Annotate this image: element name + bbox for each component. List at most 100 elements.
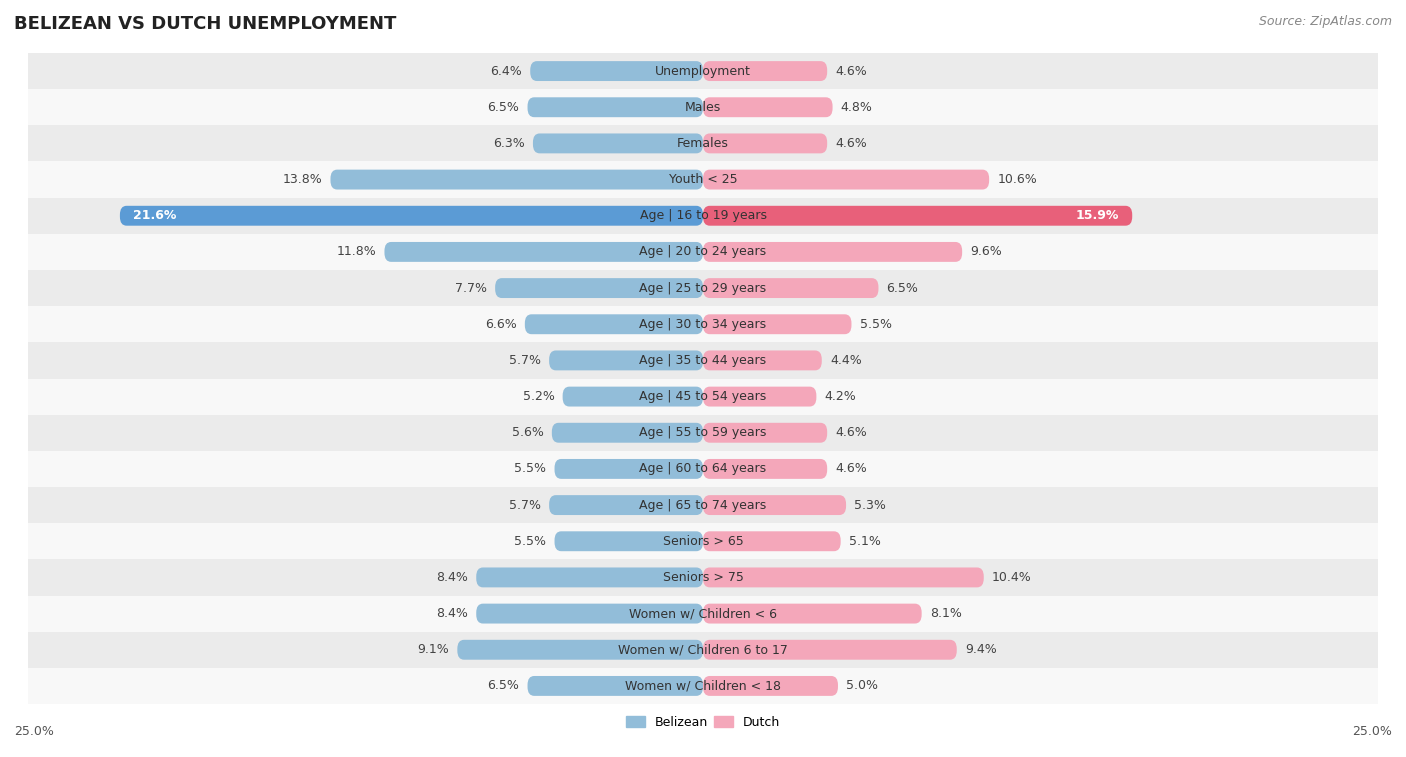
Bar (28, 451, 1378, 487)
Text: 5.1%: 5.1% (849, 534, 880, 548)
FancyBboxPatch shape (703, 531, 841, 551)
Text: 8.1%: 8.1% (929, 607, 962, 620)
Bar (28, 668, 1378, 704)
Text: Youth < 25: Youth < 25 (669, 173, 737, 186)
Bar (28, 126, 1378, 161)
Text: BELIZEAN VS DUTCH UNEMPLOYMENT: BELIZEAN VS DUTCH UNEMPLOYMENT (14, 15, 396, 33)
Text: 5.5%: 5.5% (515, 534, 547, 548)
Text: 10.4%: 10.4% (991, 571, 1032, 584)
FancyBboxPatch shape (477, 568, 703, 587)
Text: Women w/ Children < 6: Women w/ Children < 6 (628, 607, 778, 620)
Text: 4.6%: 4.6% (835, 426, 868, 439)
FancyBboxPatch shape (703, 98, 832, 117)
FancyBboxPatch shape (550, 495, 703, 515)
Bar (28, 270, 1378, 306)
FancyBboxPatch shape (495, 278, 703, 298)
FancyBboxPatch shape (703, 423, 827, 443)
Text: 8.4%: 8.4% (436, 571, 468, 584)
FancyBboxPatch shape (527, 98, 703, 117)
Text: 5.2%: 5.2% (523, 390, 554, 403)
Text: 5.3%: 5.3% (855, 499, 886, 512)
Text: Age | 16 to 19 years: Age | 16 to 19 years (640, 209, 766, 223)
Text: Age | 35 to 44 years: Age | 35 to 44 years (640, 354, 766, 367)
FancyBboxPatch shape (703, 314, 852, 334)
Text: 8.4%: 8.4% (436, 607, 468, 620)
Text: 9.6%: 9.6% (970, 245, 1002, 258)
Bar (28, 487, 1378, 523)
Text: 4.8%: 4.8% (841, 101, 873, 114)
FancyBboxPatch shape (554, 531, 703, 551)
Text: 5.5%: 5.5% (859, 318, 891, 331)
FancyBboxPatch shape (384, 242, 703, 262)
Legend: Belizean, Dutch: Belizean, Dutch (621, 711, 785, 734)
FancyBboxPatch shape (703, 242, 962, 262)
FancyBboxPatch shape (703, 278, 879, 298)
Bar (28, 306, 1378, 342)
Bar (28, 415, 1378, 451)
Bar (28, 161, 1378, 198)
Text: Age | 65 to 74 years: Age | 65 to 74 years (640, 499, 766, 512)
Bar (28, 234, 1378, 270)
Text: Age | 20 to 24 years: Age | 20 to 24 years (640, 245, 766, 258)
Text: 25.0%: 25.0% (14, 725, 53, 738)
Text: 13.8%: 13.8% (283, 173, 322, 186)
Text: Age | 30 to 34 years: Age | 30 to 34 years (640, 318, 766, 331)
Bar (28, 523, 1378, 559)
Text: 15.9%: 15.9% (1076, 209, 1119, 223)
Text: Women w/ Children < 18: Women w/ Children < 18 (626, 680, 780, 693)
Bar (28, 198, 1378, 234)
Text: 5.5%: 5.5% (515, 463, 547, 475)
Text: Age | 55 to 59 years: Age | 55 to 59 years (640, 426, 766, 439)
FancyBboxPatch shape (703, 568, 984, 587)
Text: Seniors > 75: Seniors > 75 (662, 571, 744, 584)
FancyBboxPatch shape (524, 314, 703, 334)
FancyBboxPatch shape (550, 350, 703, 370)
FancyBboxPatch shape (530, 61, 703, 81)
Text: 9.1%: 9.1% (418, 643, 450, 656)
Bar (28, 631, 1378, 668)
FancyBboxPatch shape (457, 640, 703, 659)
Text: Unemployment: Unemployment (655, 64, 751, 77)
FancyBboxPatch shape (703, 640, 956, 659)
Text: 4.4%: 4.4% (830, 354, 862, 367)
Text: 4.6%: 4.6% (835, 463, 868, 475)
Text: 5.6%: 5.6% (512, 426, 544, 439)
Bar (28, 559, 1378, 596)
FancyBboxPatch shape (120, 206, 703, 226)
FancyBboxPatch shape (477, 603, 703, 624)
Text: Source: ZipAtlas.com: Source: ZipAtlas.com (1258, 15, 1392, 28)
FancyBboxPatch shape (703, 459, 827, 479)
Bar (28, 378, 1378, 415)
Text: 10.6%: 10.6% (997, 173, 1038, 186)
FancyBboxPatch shape (527, 676, 703, 696)
Bar (28, 596, 1378, 631)
Text: 7.7%: 7.7% (456, 282, 486, 294)
Text: 6.5%: 6.5% (488, 101, 519, 114)
Text: 21.6%: 21.6% (134, 209, 177, 223)
Text: Seniors > 65: Seniors > 65 (662, 534, 744, 548)
Bar (28, 89, 1378, 126)
FancyBboxPatch shape (554, 459, 703, 479)
FancyBboxPatch shape (703, 603, 922, 624)
Text: 4.6%: 4.6% (835, 64, 868, 77)
FancyBboxPatch shape (533, 133, 703, 154)
Text: 4.6%: 4.6% (835, 137, 868, 150)
FancyBboxPatch shape (330, 170, 703, 189)
Text: 6.4%: 6.4% (491, 64, 522, 77)
Text: 25.0%: 25.0% (1353, 725, 1392, 738)
Text: Females: Females (678, 137, 728, 150)
Text: 5.7%: 5.7% (509, 499, 541, 512)
Bar (28, 53, 1378, 89)
Text: 11.8%: 11.8% (336, 245, 377, 258)
FancyBboxPatch shape (551, 423, 703, 443)
Text: 5.0%: 5.0% (846, 680, 879, 693)
Text: Women w/ Children 6 to 17: Women w/ Children 6 to 17 (619, 643, 787, 656)
Text: Age | 25 to 29 years: Age | 25 to 29 years (640, 282, 766, 294)
Text: 6.3%: 6.3% (494, 137, 524, 150)
Text: 9.4%: 9.4% (965, 643, 997, 656)
FancyBboxPatch shape (562, 387, 703, 407)
Text: 6.6%: 6.6% (485, 318, 517, 331)
Text: Age | 60 to 64 years: Age | 60 to 64 years (640, 463, 766, 475)
Text: 4.2%: 4.2% (824, 390, 856, 403)
FancyBboxPatch shape (703, 676, 838, 696)
